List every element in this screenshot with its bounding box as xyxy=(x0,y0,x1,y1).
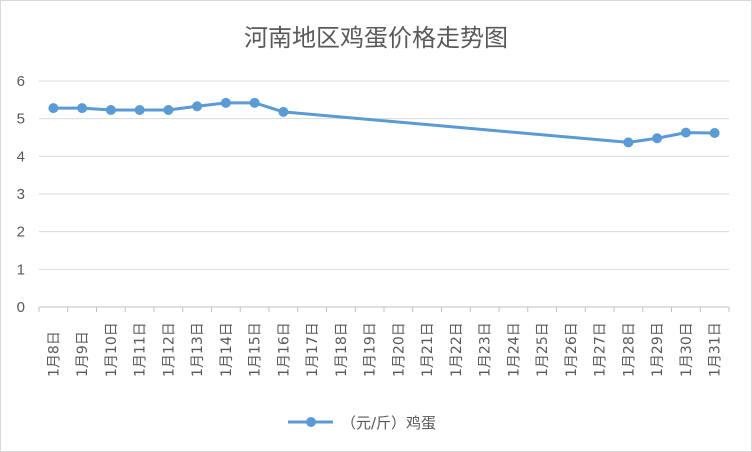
y-tick-label: 4 xyxy=(17,148,25,165)
x-tick-label: 1月28日 xyxy=(621,322,637,377)
x-tick-label: 1月12日 xyxy=(161,322,177,377)
legend-label: （元/斤）鸡蛋 xyxy=(341,414,436,432)
x-tick-label: 1月20日 xyxy=(391,322,407,377)
y-tick-label: 3 xyxy=(17,186,25,203)
data-point xyxy=(77,103,88,114)
y-tick-label: 2 xyxy=(17,224,25,241)
x-tick-label: 1月22日 xyxy=(449,322,465,377)
data-point xyxy=(249,97,260,108)
x-tick-label: 1月27日 xyxy=(593,322,609,377)
data-point xyxy=(48,103,59,114)
x-axis-ticks: 1月8日 1月9日 1月10日 1月11日 1月12日 1月13日 1月14日 1月15日 1月… xyxy=(38,307,730,377)
data-point xyxy=(652,133,663,144)
x-tick-label: 1月16日 xyxy=(276,322,292,377)
x-tick-label: 1月14日 xyxy=(219,322,235,377)
x-tick-label: 1月21日 xyxy=(420,322,436,377)
x-tick-label: 1月15日 xyxy=(248,322,264,377)
x-tick-label: 1月26日 xyxy=(564,322,580,377)
x-tick-label: 1月13日 xyxy=(190,322,206,377)
x-tick-label: 1月19日 xyxy=(363,322,379,377)
y-tick-label: 6 xyxy=(17,73,25,90)
data-point xyxy=(163,105,174,116)
x-tick-label: 1月29日 xyxy=(650,322,666,377)
x-tick-label: 1月17日 xyxy=(305,322,321,377)
gridlines xyxy=(39,80,729,308)
data-point xyxy=(709,127,720,138)
data-point xyxy=(680,127,691,138)
x-tick-label: 1月31日 xyxy=(708,322,724,377)
data-point xyxy=(192,101,203,112)
chart-title: 河南地区鸡蛋价格走势图 xyxy=(244,24,508,52)
x-tick-label: 1月10日 xyxy=(104,322,120,377)
y-tick-label: 0 xyxy=(17,299,25,316)
data-point xyxy=(134,105,145,116)
x-tick-label: 1月9日 xyxy=(75,331,91,377)
data-point xyxy=(105,105,116,116)
data-point xyxy=(623,137,634,148)
data-point xyxy=(220,97,231,108)
y-axis-ticks: 0 1 2 3 4 5 6 xyxy=(17,73,25,316)
x-tick-label: 1月8日 xyxy=(46,331,62,377)
x-tick-label: 1月25日 xyxy=(535,322,551,377)
x-tick-label: 1月18日 xyxy=(334,322,350,377)
data-point xyxy=(278,106,289,117)
x-tick-label: 1月24日 xyxy=(506,322,522,377)
y-tick-label: 5 xyxy=(17,111,25,128)
x-tick-label: 1月30日 xyxy=(679,322,695,377)
y-tick-label: 1 xyxy=(17,261,25,278)
x-tick-label: 1月11日 xyxy=(133,322,149,377)
series-line xyxy=(51,101,717,144)
legend: （元/斤）鸡蛋 xyxy=(288,414,436,432)
series-layer xyxy=(48,97,720,148)
x-tick-label: 1月23日 xyxy=(478,322,494,377)
legend-marker xyxy=(306,417,316,427)
